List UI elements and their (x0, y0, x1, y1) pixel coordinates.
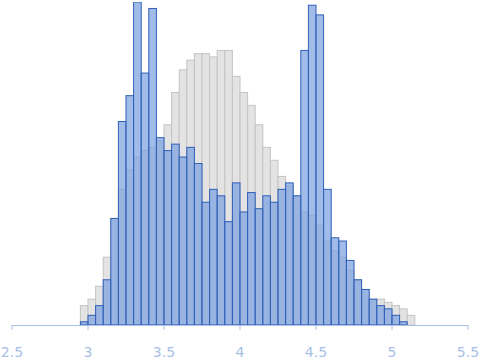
histogram-bar (377, 299, 385, 325)
histogram-bar (141, 73, 149, 325)
histogram-bar (240, 212, 248, 325)
histogram-bar (96, 286, 104, 325)
x-tick (392, 325, 393, 330)
histogram-bar (179, 157, 187, 325)
histogram-bar (301, 50, 309, 325)
histogram-bar (103, 257, 111, 325)
histogram-bar (210, 57, 218, 325)
histogram-bar (88, 315, 96, 325)
histogram-bar (400, 309, 408, 325)
histogram-bar (103, 280, 111, 325)
histogram-bar (111, 218, 119, 325)
histogram-bar (308, 5, 316, 325)
x-tick-label: 4.5 (305, 344, 327, 360)
histogram-bar (126, 96, 134, 325)
histogram-bar (369, 299, 377, 325)
x-tick (164, 325, 165, 330)
histogram-bar (324, 189, 332, 325)
histogram-bar (118, 122, 126, 325)
histogram-bar (263, 147, 271, 325)
histogram-bar (232, 76, 240, 325)
histogram-bar (331, 238, 339, 325)
histogram-bar (346, 260, 354, 325)
histogram-bar (392, 315, 400, 325)
x-tick-label: 3 (84, 344, 93, 360)
x-tick (12, 325, 13, 330)
histogram-bar (194, 164, 202, 326)
histogram-bar (255, 125, 263, 325)
histogram-bar (384, 309, 392, 325)
histogram-bar (270, 160, 278, 325)
histogram-bar (392, 306, 400, 325)
histogram-bar (164, 125, 172, 325)
histogram-bar (172, 92, 180, 325)
histogram-bar (293, 196, 301, 325)
histogram-bar (248, 105, 256, 325)
histogram-bar (362, 289, 370, 325)
histogram-bar (202, 202, 210, 325)
x-tick-label: 2.5 (1, 344, 23, 360)
histogram-bar (232, 183, 240, 325)
histogram-bar (149, 8, 157, 325)
histogram-bar (96, 306, 104, 325)
histogram-bar (194, 54, 202, 325)
x-tick (240, 325, 241, 330)
histogram-bar (80, 306, 88, 325)
histogram-bar (293, 196, 301, 325)
histogram-bar (270, 202, 278, 325)
histogram-bar (384, 302, 392, 325)
histogram-bar (407, 315, 415, 325)
histogram-bar (316, 15, 324, 325)
histogram-bar (179, 70, 187, 325)
histogram-bar (362, 289, 370, 325)
x-tick (316, 325, 317, 330)
histogram-bar (354, 280, 362, 325)
histogram-bar (286, 183, 294, 325)
x-tick-label: 5.5 (457, 344, 479, 360)
x-tick (468, 325, 469, 330)
histogram-bar (202, 54, 210, 325)
histogram-bar (80, 322, 88, 325)
series (80, 50, 414, 325)
histogram-bar (255, 209, 263, 325)
chart: 2.5 3 3.5 4 4.5 5 5.5 (0, 0, 484, 363)
histogram-bar (278, 189, 286, 325)
x-tick (88, 325, 89, 330)
histogram-bar (354, 280, 362, 325)
x-tick-label: 3.5 (153, 344, 175, 360)
histogram-bar (248, 193, 256, 325)
histogram-bar (172, 144, 180, 325)
histogram-bar (225, 50, 233, 325)
bars (80, 2, 414, 325)
histogram-bar (164, 151, 172, 325)
histogram-bar (187, 147, 195, 325)
histogram-bar (225, 222, 233, 325)
histogram-bar (407, 325, 415, 326)
histogram-bar (377, 306, 385, 325)
histogram-bar (111, 218, 119, 325)
histogram-bar (210, 189, 218, 325)
histogram-bar (134, 2, 142, 325)
histogram-bar (263, 196, 271, 325)
series (80, 2, 407, 325)
histogram-bar (240, 92, 248, 325)
x-tick-label: 5 (388, 344, 397, 360)
histogram-bar (217, 196, 225, 325)
histogram-bar (217, 50, 225, 325)
histogram-bar (88, 299, 96, 325)
histogram-bar (278, 176, 286, 325)
histogram-bar (369, 299, 377, 325)
histogram-bar (187, 60, 195, 325)
x-tick-label: 4 (236, 344, 245, 360)
histogram-bar (156, 138, 164, 325)
histogram-bar (400, 322, 408, 325)
histogram-bar (339, 241, 347, 325)
